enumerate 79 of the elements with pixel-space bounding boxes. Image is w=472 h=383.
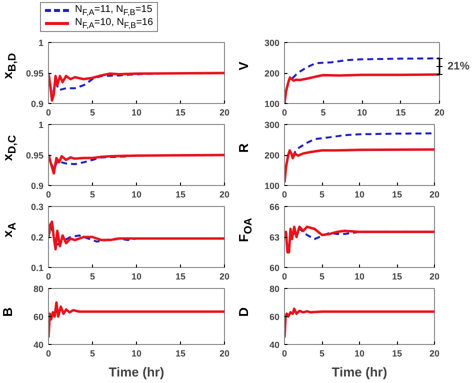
x-tick-label: 5 xyxy=(319,190,325,200)
legend-label: N$_{F,A}$=10, N$_{F,B}$=16 xyxy=(75,17,154,30)
y-axis-title: D xyxy=(236,306,252,319)
x-tick-label: 5 xyxy=(90,190,96,200)
x-tick-label: 10 xyxy=(131,108,142,118)
y-tick-label: 63 xyxy=(269,232,280,242)
x-tick-label: 15 xyxy=(175,190,186,200)
y-tick-label: 300 xyxy=(264,120,280,130)
y-tick-label: 0.95 xyxy=(26,68,44,78)
y-tick-label: 200 xyxy=(264,68,280,78)
x-tick-label: 0 xyxy=(282,190,288,200)
x-tick-label: 0 xyxy=(282,108,288,118)
y-tick-label: 60 xyxy=(269,263,280,273)
x-tick-label: 20 xyxy=(434,108,445,118)
line-series xyxy=(291,57,440,80)
x-tick-label: 10 xyxy=(131,190,142,200)
y-axis-title: R xyxy=(236,142,252,155)
x-tick-label: 5 xyxy=(319,272,325,282)
y-tick-label: 60 xyxy=(33,312,44,322)
x-tick-label: 5 xyxy=(319,348,325,358)
y-axis-title: V xyxy=(236,60,252,72)
x-axis-title: Time (hr) xyxy=(332,364,388,380)
x-tick-label: 15 xyxy=(392,272,402,282)
x-tick-label: 0 xyxy=(46,108,52,118)
y-tick-label: 0.95 xyxy=(26,150,44,160)
x-tick-label: 0 xyxy=(46,272,52,282)
x-tick-label: 0 xyxy=(282,348,288,358)
y-tick-label: 1 xyxy=(38,38,44,48)
y-tick-label: 66 xyxy=(269,202,280,212)
line-series xyxy=(48,301,224,339)
y-tick-label: 0.9 xyxy=(30,99,44,109)
y-tick-label: 40 xyxy=(269,340,280,350)
y-tick-label: 0.1 xyxy=(30,263,44,273)
x-tick-label: 15 xyxy=(392,190,402,200)
x-tick-label: 0 xyxy=(282,272,288,282)
x-tick-label: 15 xyxy=(396,108,406,118)
x-tick-label: 15 xyxy=(175,348,186,358)
x-tick-label: 0 xyxy=(46,190,52,200)
x-tick-label: 5 xyxy=(320,108,326,118)
x-tick-label: 20 xyxy=(219,190,230,200)
x-tick-label: 10 xyxy=(131,272,142,282)
line-series xyxy=(48,220,224,250)
x-tick-label: 20 xyxy=(219,272,230,282)
x-tick-label: 15 xyxy=(175,108,186,118)
y-tick-label: 200 xyxy=(264,150,280,160)
y-tick-label: 0.9 xyxy=(30,181,44,191)
y-tick-label: 0.3 xyxy=(30,202,44,212)
y-tick-label: 80 xyxy=(269,284,280,294)
x-tick-label: 15 xyxy=(392,348,402,358)
y-tick-label: 1 xyxy=(38,120,44,130)
legend-label: N$_{F,A}$=11, N$_{F,B}$=15 xyxy=(75,4,152,17)
x-tick-label: 0 xyxy=(46,348,52,358)
x-tick-label: 5 xyxy=(90,348,96,358)
x-tick-label: 10 xyxy=(354,190,365,200)
y-tick-label: 100 xyxy=(264,99,280,109)
x-tick-label: 20 xyxy=(429,190,440,200)
x-tick-label: 10 xyxy=(354,348,365,358)
text: 21% xyxy=(448,60,470,72)
line-series xyxy=(284,308,434,339)
y-tick-label: 80 xyxy=(33,284,44,294)
x-tick-label: 20 xyxy=(429,348,440,358)
x-tick-label: 20 xyxy=(219,108,230,118)
x-tick-label: 5 xyxy=(90,108,96,118)
x-tick-label: 20 xyxy=(429,272,440,282)
y-tick-label: 100 xyxy=(264,181,280,191)
x-tick-label: 10 xyxy=(356,108,368,118)
y-tick-label: 60 xyxy=(269,312,280,322)
line-series xyxy=(284,226,434,254)
x-tick-label: 10 xyxy=(131,348,142,358)
x-tick-label: 10 xyxy=(354,272,365,282)
y-tick-label: 300 xyxy=(264,38,280,48)
y-tick-label: 0.2 xyxy=(30,232,44,242)
x-tick-label: 20 xyxy=(219,348,230,358)
y-tick-label: 40 xyxy=(33,340,44,350)
x-tick-label: 5 xyxy=(90,272,96,282)
x-tick-label: 15 xyxy=(175,272,186,282)
line-series xyxy=(48,154,224,175)
y-axis-title: B xyxy=(0,306,16,319)
x-axis-title: Time (hr) xyxy=(108,364,164,380)
